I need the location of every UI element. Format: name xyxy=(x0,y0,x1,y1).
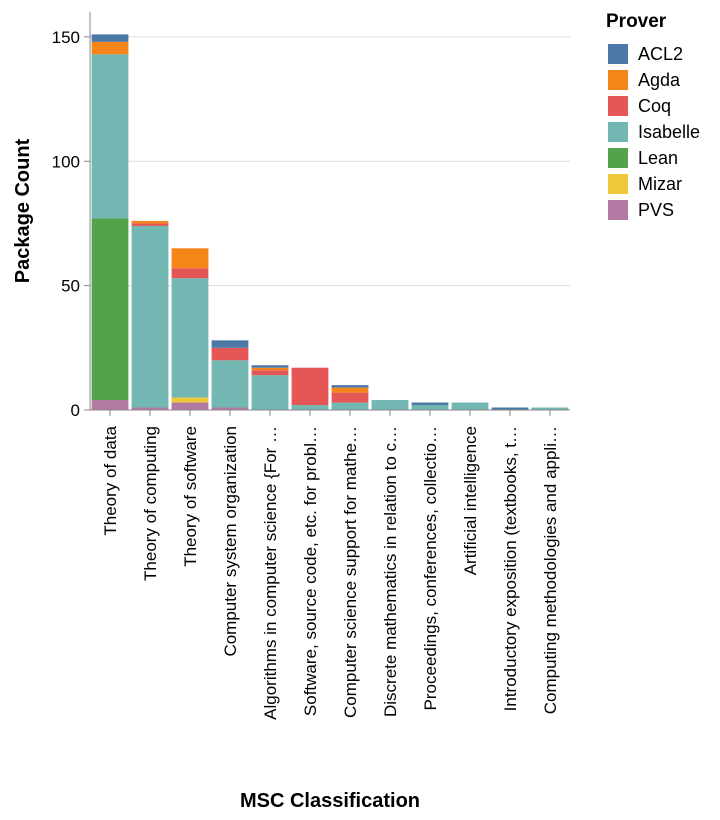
bar-acl2-4 xyxy=(212,340,249,347)
x-tick-label-8: Discrete mathematics in relation to c… xyxy=(381,426,400,717)
bar-mizar-3 xyxy=(172,398,209,403)
x-tick-label-2: Theory of computing xyxy=(141,426,160,581)
bar-coq-6 xyxy=(292,368,329,405)
x-tick-label-4: Computer system organization xyxy=(221,426,240,657)
legend-label-acl2: ACL2 xyxy=(638,44,683,64)
bar-acl2-9 xyxy=(412,403,449,405)
x-tick-label-7: Computer science support for mathe… xyxy=(341,426,360,718)
bar-isabelle-2 xyxy=(132,226,169,408)
bars xyxy=(92,34,569,410)
legend-swatch-isabelle xyxy=(608,122,628,142)
bar-agda-5 xyxy=(252,368,289,370)
bar-coq-5 xyxy=(252,370,289,375)
bar-coq-4 xyxy=(212,348,249,360)
x-tick-label-1: Theory of data xyxy=(101,425,120,535)
bar-isabelle-8 xyxy=(372,400,409,410)
legend-swatch-lean xyxy=(608,148,628,168)
legend-label-agda: Agda xyxy=(638,70,681,90)
y-tick-label-50: 50 xyxy=(61,277,80,296)
bar-coq-2 xyxy=(132,223,169,225)
x-tick-label-5: Algorithms in computer science {For … xyxy=(261,426,280,720)
legend-label-coq: Coq xyxy=(638,96,671,116)
x-axis-title: MSC Classification xyxy=(240,790,420,812)
legend-label-isabelle: Isabelle xyxy=(638,122,700,142)
bar-isabelle-10 xyxy=(452,403,489,410)
x-tick-label-9: Proceedings, conferences, collectio… xyxy=(421,426,440,710)
bar-coq-3 xyxy=(172,268,209,278)
bar-pvs-3 xyxy=(172,403,209,410)
x-axis-ticks: Theory of data Theory of computing Theory … xyxy=(101,410,560,720)
bar-lean-1 xyxy=(92,218,129,400)
legend: Prover ACL2 Agda Coq Isabelle Lean Mizar PVS xyxy=(606,11,700,220)
bar-isabelle-1 xyxy=(92,54,129,218)
bar-isabelle-5 xyxy=(252,375,289,410)
bar-pvs-1 xyxy=(92,400,129,410)
bar-isabelle-3 xyxy=(172,278,209,397)
x-tick-label-3: Theory of software xyxy=(181,426,200,567)
bar-isabelle-7 xyxy=(332,403,369,410)
legend-label-mizar: Mizar xyxy=(638,174,682,194)
bar-acl2-5 xyxy=(252,365,289,367)
bar-isabelle-4 xyxy=(212,360,249,407)
legend-swatch-coq xyxy=(608,96,628,116)
legend-title: Prover xyxy=(606,11,667,32)
y-tick-label-100: 100 xyxy=(52,152,80,171)
bar-acl2-7 xyxy=(332,385,369,387)
x-tick-label-12: Computing methodologies and appli… xyxy=(541,426,560,714)
legend-swatch-mizar xyxy=(608,174,628,194)
bar-isabelle-6 xyxy=(292,405,329,410)
legend-swatch-acl2 xyxy=(608,44,628,64)
y-axis-title: Package Count xyxy=(12,138,34,283)
y-axis-ticks: 0 50 100 150 xyxy=(52,28,90,420)
bar-acl2-1 xyxy=(92,34,129,41)
x-tick-label-11: Introductory exposition (textbooks, t… xyxy=(501,426,520,711)
bar-isabelle-9 xyxy=(412,405,449,410)
x-tick-label-6: Software, source code, etc. for probl… xyxy=(301,426,320,716)
legend-label-lean: Lean xyxy=(638,148,678,168)
legend-swatch-pvs xyxy=(608,200,628,220)
bar-coq-7 xyxy=(332,393,369,403)
y-tick-label-0: 0 xyxy=(71,401,80,420)
bar-agda-1 xyxy=(92,42,129,54)
bar-agda-7 xyxy=(332,388,369,393)
bar-agda-3 xyxy=(172,248,209,268)
bar-agda-2 xyxy=(132,221,169,223)
x-tick-label-10: Artificial intelligence xyxy=(461,426,480,575)
y-tick-label-150: 150 xyxy=(52,28,80,47)
legend-label-pvs: PVS xyxy=(638,200,674,220)
legend-swatch-agda xyxy=(608,70,628,90)
